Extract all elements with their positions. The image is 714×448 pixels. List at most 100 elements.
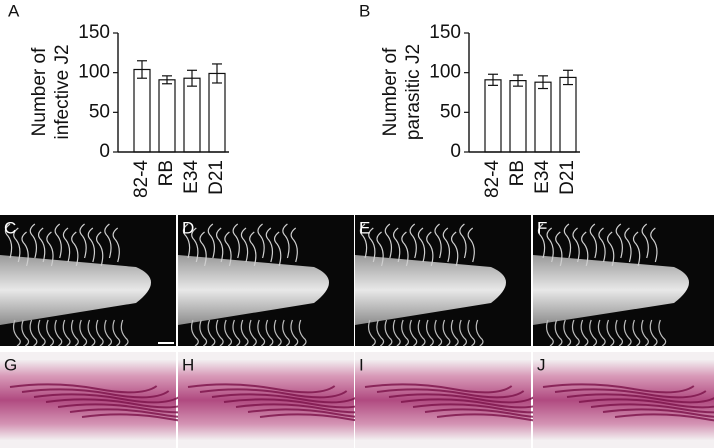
root <box>178 255 329 325</box>
root-hair <box>232 223 240 259</box>
root-hair <box>563 223 572 259</box>
root-hair <box>191 227 199 263</box>
root-hair <box>434 223 442 259</box>
root-hair <box>274 231 282 267</box>
root-hair <box>70 319 79 347</box>
root-hair <box>459 319 467 347</box>
root-hair <box>451 231 459 267</box>
nematode <box>542 383 695 394</box>
root-hair <box>46 231 54 267</box>
root-hair <box>649 319 658 347</box>
root-hair <box>216 227 224 263</box>
x-tick-label: RB <box>156 160 177 186</box>
root-hair <box>290 227 298 263</box>
root-hair <box>367 319 376 347</box>
root-hair <box>554 319 563 347</box>
root-hair <box>215 319 224 347</box>
root-hair <box>265 227 274 263</box>
root-hair <box>606 319 615 347</box>
root-hair <box>650 227 658 263</box>
panel-label: G <box>4 355 17 374</box>
x-tick-label: 82-4 <box>482 160 503 198</box>
root-hair <box>401 319 409 347</box>
root-hair <box>434 319 443 347</box>
y-tick-label: 100 <box>78 62 110 83</box>
nematode <box>578 398 714 409</box>
root-hair <box>298 319 307 347</box>
panel-label: F <box>537 218 547 237</box>
root-hair <box>409 319 418 347</box>
root-hair <box>589 319 598 347</box>
root-hair <box>182 223 191 259</box>
y-tick-label: 50 <box>440 101 461 122</box>
x-tick-label: E34 <box>532 160 553 194</box>
root-hair <box>4 223 13 259</box>
root-hair <box>641 223 649 259</box>
root-hair <box>641 319 649 347</box>
root-hair <box>624 227 632 263</box>
panel-label: D <box>182 218 194 237</box>
nematode <box>376 388 525 399</box>
bar <box>183 77 201 153</box>
root-hair <box>409 223 417 259</box>
root <box>0 255 151 325</box>
image-panel: G <box>0 352 230 448</box>
root-hair <box>442 319 451 347</box>
nematode <box>614 413 714 422</box>
root-hair <box>21 231 29 267</box>
nematode <box>364 383 513 394</box>
panel-label: I <box>359 355 364 374</box>
bar <box>208 72 226 153</box>
root-hair <box>632 319 641 347</box>
root-hair <box>282 223 290 259</box>
root-hair <box>580 319 589 347</box>
nematode <box>187 383 336 394</box>
image-panel: I <box>355 352 585 448</box>
root-hair <box>79 223 87 259</box>
root-hair <box>581 231 589 267</box>
root-hair <box>563 319 572 347</box>
root-hair <box>572 227 580 263</box>
root-hair <box>459 223 467 259</box>
root <box>533 255 689 325</box>
bar <box>484 79 502 153</box>
x-tick-label: D21 <box>206 160 227 195</box>
root <box>355 255 506 325</box>
root-hair <box>425 319 434 347</box>
root-hair <box>46 319 54 347</box>
root-hair <box>240 227 249 263</box>
root-hair <box>475 319 484 347</box>
root-hair <box>368 227 376 263</box>
nematode <box>33 393 182 404</box>
root-hair <box>632 231 641 267</box>
root-hair <box>13 227 21 263</box>
root-hair <box>54 223 62 259</box>
root-hair <box>37 319 46 347</box>
root-hair <box>207 223 216 259</box>
x-tick-label: 82-4 <box>131 160 152 198</box>
y-tick-label: 150 <box>429 22 461 43</box>
root-hair <box>257 223 265 259</box>
image-panel: F <box>533 215 714 347</box>
nematode <box>9 383 158 394</box>
root-hair <box>555 231 563 267</box>
x-tick-label: D21 <box>557 160 578 195</box>
y-axis-label: Number of <box>29 47 50 136</box>
root-hair <box>248 319 257 347</box>
nematode <box>554 388 707 399</box>
root-hair <box>450 319 459 347</box>
y-tick-label: 0 <box>450 141 461 162</box>
root-hair <box>537 223 546 259</box>
root-hair <box>87 227 96 263</box>
root-hair <box>273 319 282 347</box>
panel-label: B <box>359 1 370 20</box>
image-panel: E <box>355 215 531 347</box>
image-panel: C <box>0 215 176 347</box>
root-hair <box>240 319 249 347</box>
root-hair <box>79 319 88 347</box>
y-tick-label: 0 <box>99 141 110 162</box>
root-hair <box>62 227 71 263</box>
root-hair <box>282 319 290 347</box>
root-hair <box>571 319 580 347</box>
